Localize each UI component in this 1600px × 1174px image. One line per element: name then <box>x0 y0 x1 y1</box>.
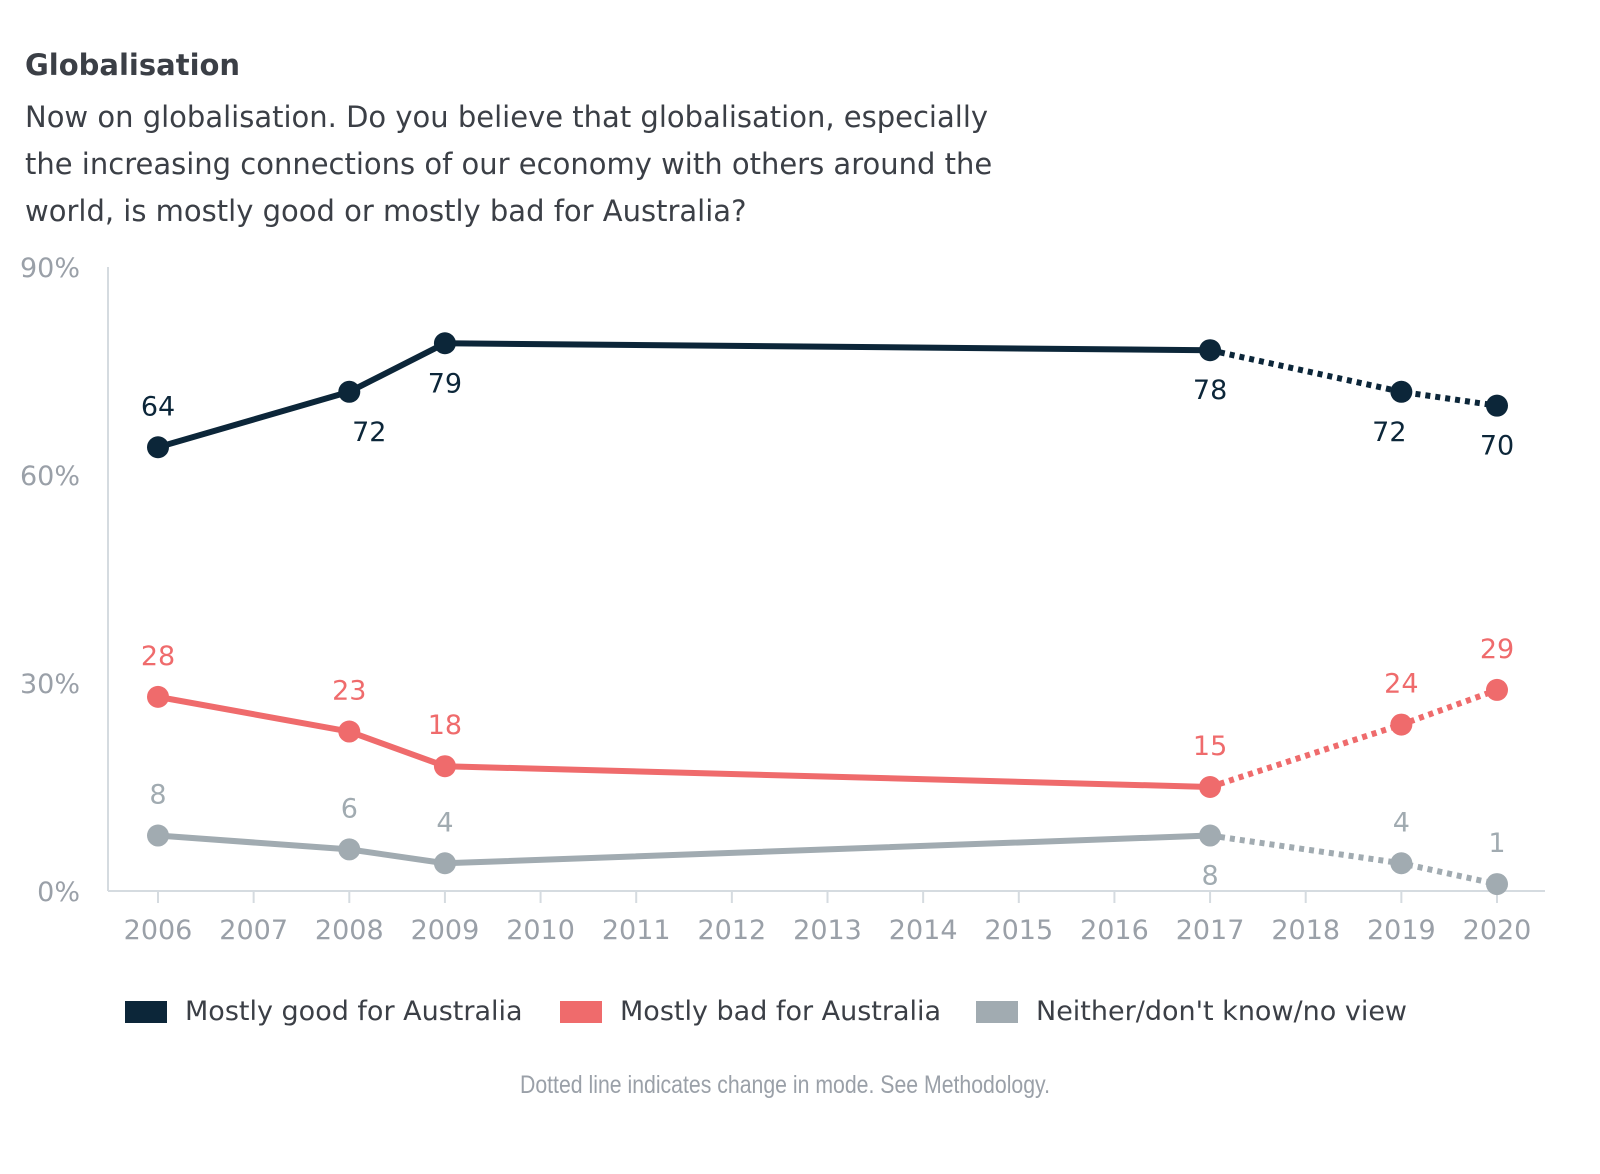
x-tick-label: 2020 <box>1463 915 1532 946</box>
data-point <box>1486 873 1508 896</box>
data-label: 18 <box>428 710 462 741</box>
x-tick-label: 2018 <box>1271 915 1340 946</box>
data-label: 4 <box>436 807 453 838</box>
data-point <box>338 720 361 743</box>
x-tick-label: 2008 <box>315 915 384 946</box>
x-tick-label: 2010 <box>506 915 575 946</box>
data-label: 6 <box>341 793 358 824</box>
data-point <box>338 380 361 403</box>
data-point <box>1390 713 1413 736</box>
data-label: 72 <box>1372 417 1406 448</box>
legend-item-bad: Mostly bad for Australia <box>560 996 941 1027</box>
data-label: 15 <box>1193 731 1227 762</box>
data-label: 64 <box>141 391 175 422</box>
x-tick-label: 2006 <box>124 915 193 946</box>
data-point <box>338 838 361 861</box>
data-point <box>1390 852 1413 875</box>
data-label: 72 <box>352 417 386 448</box>
y-tick-label: 30% <box>20 669 80 700</box>
data-point <box>1486 678 1508 701</box>
data-point <box>147 685 169 708</box>
y-tick-label: 0% <box>37 877 80 908</box>
legend-item-good: Mostly good for Australia <box>125 996 523 1027</box>
data-point <box>433 755 456 778</box>
chart-subtitle: Now on globalisation. Do you believe tha… <box>25 100 993 228</box>
legend-swatch-bad <box>560 1000 602 1023</box>
legend-label-bad: Mostly bad for Australia <box>620 996 942 1027</box>
x-tick-label: 2017 <box>1176 915 1245 946</box>
data-point <box>433 852 456 875</box>
legend-label-good: Mostly good for Australia <box>185 996 523 1027</box>
y-tick-label: 60% <box>20 461 80 492</box>
legend-label-neither: Neither/don't know/no view <box>1036 996 1408 1027</box>
x-tick-label: 2007 <box>219 915 288 946</box>
data-point <box>1199 339 1222 362</box>
data-point <box>1390 380 1413 403</box>
data-point <box>1486 394 1508 417</box>
data-label: 4 <box>1393 807 1410 838</box>
legend-swatch-neither <box>976 1000 1018 1023</box>
series-line-dotted <box>1209 687 1499 790</box>
data-label: 78 <box>1193 375 1227 406</box>
x-tick-label: 2015 <box>984 915 1053 946</box>
x-tick-label: 2016 <box>1080 915 1149 946</box>
series-line-solid <box>157 832 1211 867</box>
data-point <box>147 436 169 459</box>
legend-swatch-good <box>125 1000 167 1023</box>
series-line-solid <box>157 340 1211 451</box>
data-point <box>147 824 169 847</box>
data-label: 8 <box>1201 861 1218 892</box>
data-label: 28 <box>141 641 175 672</box>
data-label: 70 <box>1480 431 1514 462</box>
data-label: 79 <box>428 368 462 399</box>
methodology-note: Dotted line indicates change in mode. Se… <box>519 1071 1051 1099</box>
legend-item-neither: Neither/don't know/no view <box>976 996 1407 1027</box>
data-label: 24 <box>1384 669 1418 700</box>
y-tick-label: 90% <box>20 253 80 284</box>
data-label: 1 <box>1488 828 1505 859</box>
chart-title: Globalisation <box>25 48 241 82</box>
x-tick-label: 2011 <box>602 915 671 946</box>
x-tick-label: 2014 <box>889 915 958 946</box>
data-point <box>1199 824 1222 847</box>
x-tick-label: 2019 <box>1367 915 1436 946</box>
series-line-dotted <box>1209 347 1498 409</box>
series-line-dotted <box>1209 832 1498 887</box>
data-point <box>1199 776 1222 798</box>
x-tick-label: 2009 <box>411 915 480 946</box>
x-tick-label: 2012 <box>697 915 766 946</box>
data-label: 29 <box>1480 634 1514 665</box>
x-tick-label: 2013 <box>793 915 862 946</box>
data-label: 23 <box>332 676 366 707</box>
data-label: 8 <box>149 780 166 811</box>
series-line-solid <box>157 693 1211 790</box>
data-point <box>433 332 456 355</box>
